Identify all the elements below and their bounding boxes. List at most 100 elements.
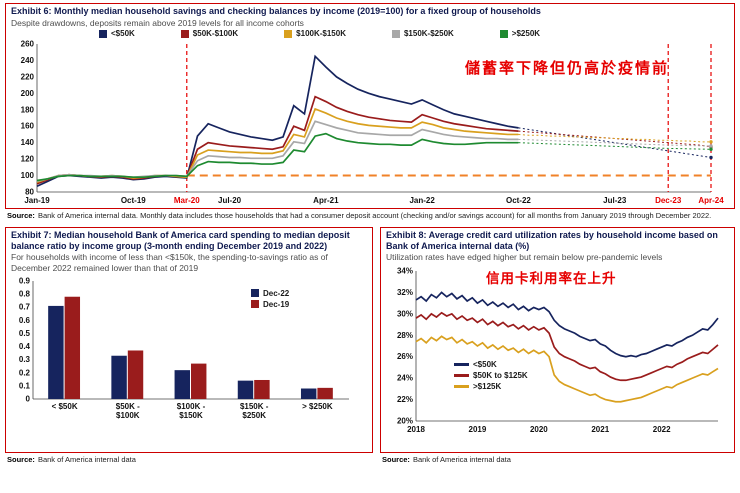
exhibit6-legend: <$50K $50K-$100K $100K-$150K $150K-$250K >$2… xyxy=(99,29,729,38)
x-category-label: $50K - xyxy=(116,402,140,411)
y-tick-label: 120 xyxy=(21,155,35,164)
bar xyxy=(317,387,333,399)
series-forecast-line xyxy=(518,139,712,147)
legend-swatch-icon xyxy=(180,29,189,38)
y-tick-label: 0.7 xyxy=(19,303,31,312)
exhibit6-panel: Exhibit 6: Monthly median household savi… xyxy=(5,3,735,210)
exhibit8-chart: 20% 22% 24% 26% 28% 30% 32% 34% 2018 2019 2020 2021… xyxy=(397,266,719,434)
legend-label: <$50K xyxy=(111,29,135,39)
x-tick-label: Apr-21 xyxy=(313,196,339,205)
legend-item: Dec-19 xyxy=(251,300,289,309)
series-endpoint xyxy=(709,140,713,144)
legend-swatch-icon xyxy=(454,384,469,388)
series-forecast-line xyxy=(518,134,711,143)
legend-swatch-icon xyxy=(251,300,259,309)
y-tick-label: 160 xyxy=(21,122,35,131)
bar xyxy=(174,369,190,399)
x-tick-label: 2019 xyxy=(469,425,487,434)
y-tick-label: 32% xyxy=(397,288,413,297)
exhibit7-subtitle: For households with income of less than … xyxy=(11,252,328,273)
x-category-label: $100K xyxy=(116,411,140,420)
series-line xyxy=(36,132,519,182)
exhibit8-source-label: Source: xyxy=(382,454,410,464)
exhibit8-subtitle: Utilization rates have edged higher but … xyxy=(386,252,663,263)
series-forecast-line xyxy=(518,142,712,150)
y-tick-label: 0 xyxy=(26,394,31,403)
bar xyxy=(127,350,144,399)
y-tick-label: 0.4 xyxy=(19,342,31,351)
x-tick-label: Dec-23 xyxy=(655,196,682,205)
y-tick-label: 200 xyxy=(21,89,35,98)
legend-label: Dec-19 xyxy=(263,299,290,309)
x-tick-label: 2021 xyxy=(591,425,609,434)
legend-item: <$50K xyxy=(454,360,528,369)
legend-swatch-icon xyxy=(391,29,400,38)
series-line xyxy=(36,108,519,184)
x-category-label: $100K - xyxy=(177,402,206,411)
y-tick-label: 22% xyxy=(397,395,413,404)
y-tick-label: 0.6 xyxy=(19,316,31,325)
bar xyxy=(300,388,317,399)
exhibit6-source-label: Source: xyxy=(7,211,35,221)
y-tick-label: 260 xyxy=(21,40,35,49)
legend-swatch-icon xyxy=(284,29,293,38)
bar xyxy=(254,379,270,399)
exhibit6-section: Exhibit 6: Monthly median household savi… xyxy=(5,3,735,221)
series-line xyxy=(36,95,519,185)
x-tick-label: 2022 xyxy=(653,425,671,434)
y-tick-label: 240 xyxy=(21,56,35,65)
x-tick-label: 2020 xyxy=(530,425,548,434)
exhibit6-annotation: 儲蓄率下降但仍高於疫情前 xyxy=(464,60,669,78)
series-line xyxy=(415,290,719,358)
y-tick-label: 220 xyxy=(21,73,35,82)
exhibit7-legend: Dec-22 Dec-19 xyxy=(251,289,289,309)
legend-swatch-icon xyxy=(99,29,107,38)
legend-item: >$250K xyxy=(499,29,541,39)
y-tick-label: 28% xyxy=(397,330,413,339)
y-tick-label: 0.9 xyxy=(19,276,31,285)
legend-label: $50K-$100K xyxy=(192,29,239,39)
legend-label: Dec-22 xyxy=(263,288,290,298)
exhibit8-chart-wrap: 20% 22% 24% 26% 28% 30% 32% 34% 2018 2019 2020 2021… xyxy=(386,265,729,435)
x-category-label: $150K - xyxy=(240,402,269,411)
x-tick-label: Jul-23 xyxy=(603,196,627,205)
legend-item: $50K-$100K xyxy=(180,29,239,39)
exhibit6-source: Source: Bank of America internal data. Mo… xyxy=(7,211,735,220)
legend-item: >$125K xyxy=(454,382,528,391)
series-endpoint xyxy=(709,147,713,152)
x-tick-label: Jul-20 xyxy=(218,196,242,205)
series-endpoint xyxy=(709,144,713,148)
exhibit7-chart-wrap: 0 0.1 0.2 0.3 0.4 0.5 0.6 0.7 0.8 0.9 < $50K $50K -… xyxy=(11,273,367,425)
y-tick-label: 0.1 xyxy=(19,381,31,390)
y-tick-label: 0.5 xyxy=(19,329,31,338)
legend-item: Dec-22 xyxy=(251,289,289,298)
legend-label: >$250K xyxy=(511,29,541,39)
y-tick-label: 24% xyxy=(397,373,413,382)
legend-label: >$125K xyxy=(473,381,502,391)
legend-swatch-icon xyxy=(454,373,469,377)
x-category-label: < $50K xyxy=(52,402,78,411)
bar xyxy=(191,363,207,399)
y-tick-label: 0.2 xyxy=(19,368,31,377)
bar xyxy=(48,305,64,399)
x-tick-label: Mar-20 xyxy=(174,196,200,205)
exhibit8-annotation: 信用卡利用率在上升 xyxy=(486,270,617,286)
series-forecast-line xyxy=(518,130,712,148)
legend-swatch-icon xyxy=(499,29,508,38)
exhibit7-panel: Exhibit 7: Median household Bank of Amer… xyxy=(5,226,373,453)
legend-item: $50K to $125K xyxy=(454,371,528,380)
x-category-label: $150K xyxy=(179,411,203,420)
series-forecast-line xyxy=(518,127,712,159)
bar xyxy=(237,380,254,399)
y-tick-label: 80 xyxy=(25,188,34,197)
exhibit8-source: Source: Bank of America internal data xyxy=(382,455,735,464)
x-category-label: $250K xyxy=(242,411,266,420)
exhibit7-chart: 0 0.1 0.2 0.3 0.4 0.5 0.6 0.7 0.8 0.9 < $50K $50K -… xyxy=(19,276,349,420)
bottom-row: Exhibit 7: Median household Bank of Amer… xyxy=(5,226,735,464)
exhibit7-title: Exhibit 7: Median household Bank of Amer… xyxy=(11,229,350,251)
exhibit8-source-text: Bank of America internal data xyxy=(412,454,511,464)
exhibit8-legend: <$50K $50K to $125K >$125K xyxy=(454,360,528,391)
exhibit7-source-text: Bank of America internal data xyxy=(37,454,136,464)
series-endpoint xyxy=(709,155,713,160)
